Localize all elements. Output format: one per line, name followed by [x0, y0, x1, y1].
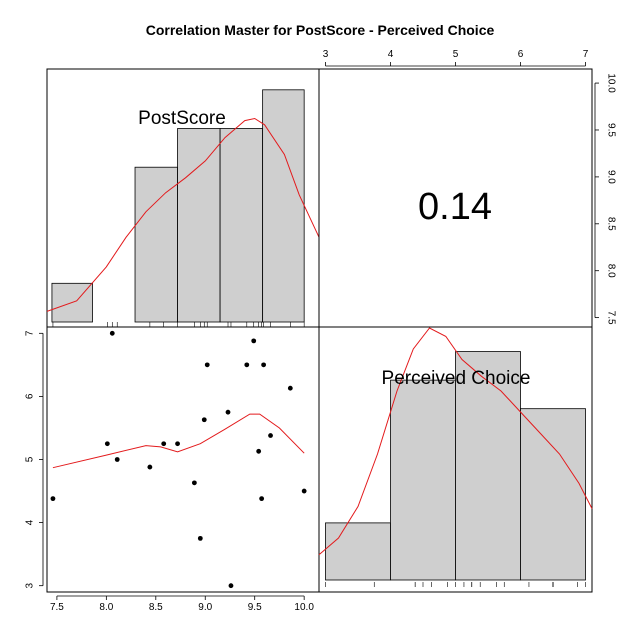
perceived-choice-density-curve	[318, 327, 593, 556]
top-tick-label: 3	[323, 49, 329, 60]
y-tick-label: 7	[25, 330, 36, 336]
correlation-panel: 0.14	[318, 68, 593, 328]
scatter-panel	[46, 326, 320, 593]
x-tick-label: 7.5	[50, 602, 64, 613]
scatter-point	[261, 362, 267, 368]
x-tick-label: 8.0	[99, 602, 113, 613]
scatter-point	[268, 433, 273, 438]
right-tick-label: 7.5	[605, 311, 616, 325]
perceived-choice-hist-bar	[455, 351, 521, 581]
postscore-x-axis: 7.5 8.0 8.5 9.0 9.5 10.0	[50, 595, 314, 613]
x-tick-label: 9.0	[198, 602, 212, 613]
postscore-density-curve	[46, 117, 320, 312]
postscore-hist-bar	[177, 128, 221, 323]
right-tick-label: 9.0	[605, 170, 616, 184]
scatter-point	[197, 535, 203, 541]
y-tick-label: 3	[25, 582, 36, 588]
scatter-point	[104, 441, 110, 447]
postscore-histogram-panel: PostScore	[46, 68, 320, 328]
scatter-point	[204, 362, 210, 368]
postscore-hist-bar	[262, 89, 305, 323]
scatter-point	[114, 457, 120, 462]
x-tick-label: 9.5	[248, 602, 262, 613]
right-tick-label: 8.5	[605, 217, 616, 231]
top-tick-label: 6	[518, 49, 524, 60]
y-tick-label: 5	[25, 456, 36, 462]
scatter-point	[191, 480, 197, 486]
top-tick-label: 5	[453, 49, 459, 60]
scatter-point	[147, 464, 153, 470]
x-tick-label: 8.5	[149, 602, 163, 613]
right-tick-label: 9.5	[605, 123, 616, 137]
y-tick-label: 4	[25, 519, 36, 525]
scatter-point	[256, 448, 262, 454]
perceived-choice-label: Perceived Choice	[382, 368, 531, 389]
scatter-point	[244, 362, 250, 368]
perceived-choice-x-axis: 3 4 5 6 7	[323, 49, 589, 67]
postscore-label: PostScore	[138, 108, 226, 129]
scatter-point	[251, 338, 257, 344]
perceived-choice-y-axis: 3 4 5 6 7	[25, 330, 44, 588]
loess-smoother-line	[52, 413, 305, 469]
postscore-hist-bar	[219, 128, 264, 323]
y-tick-label: 6	[25, 393, 36, 399]
scatter-point	[301, 488, 307, 494]
postscore-hist-bar	[134, 166, 178, 323]
top-tick-label: 4	[388, 49, 394, 60]
right-tick-label: 8.0	[605, 264, 616, 278]
chart-title: Correlation Master for PostScore - Perce…	[146, 22, 495, 38]
perceived-choice-hist-bar	[390, 379, 456, 581]
right-tick-label: 10.0	[605, 73, 616, 93]
panel-frame-bottom-right	[318, 326, 593, 593]
postscore-y-axis: 7.5 8.0 8.5 9.0 9.5 10.0	[594, 73, 616, 325]
scatter-point	[50, 496, 56, 502]
scatter-point	[161, 441, 167, 447]
perceived-choice-hist-bar	[520, 408, 586, 581]
perceived-choice-histogram-panel: Perceived Choice	[318, 326, 593, 593]
scatter-point	[225, 409, 231, 415]
scatter-point	[228, 583, 234, 589]
scatter-point	[109, 330, 115, 336]
scatter-point	[201, 417, 207, 423]
x-tick-label: 10.0	[294, 602, 314, 613]
correlation-value: 0.14	[418, 186, 492, 228]
scatter-point	[287, 385, 293, 391]
perceived-choice-hist-bar	[325, 522, 391, 581]
top-tick-label: 7	[583, 49, 589, 60]
scatter-point	[175, 441, 180, 447]
scatter-point	[259, 496, 265, 502]
